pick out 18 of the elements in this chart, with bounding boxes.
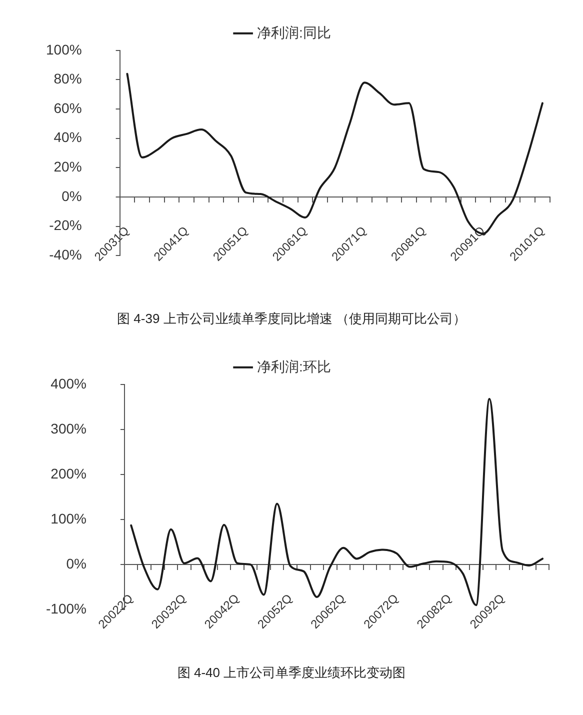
y-tick-label: -40%: [49, 246, 82, 262]
y-tick-label: 20%: [54, 158, 82, 175]
caption: 图 4-40 上市公司单季度业绩环比变动图: [176, 664, 407, 682]
y-tick-label: -20%: [49, 217, 82, 234]
y-tick-label: 60%: [54, 100, 82, 116]
y-tick-label: 200%: [50, 465, 86, 482]
y-tick-label: 0%: [62, 188, 82, 204]
legend-label: 净利润:环比: [257, 358, 331, 374]
caption: 图 4-39 上市公司业绩单季度同比增速 （使用同期可比公司）: [116, 310, 467, 328]
y-tick-label: 80%: [54, 70, 82, 87]
y-tick-label: 400%: [50, 375, 86, 392]
y-tick-label: 0%: [66, 555, 86, 572]
y-tick-label: -100%: [46, 600, 86, 616]
y-tick-label: 100%: [46, 41, 82, 58]
y-tick-label: 300%: [50, 420, 86, 436]
y-tick-label: 40%: [54, 129, 82, 146]
legend-label: 净利润:同比: [257, 24, 331, 40]
y-tick-label: 100%: [50, 510, 86, 526]
